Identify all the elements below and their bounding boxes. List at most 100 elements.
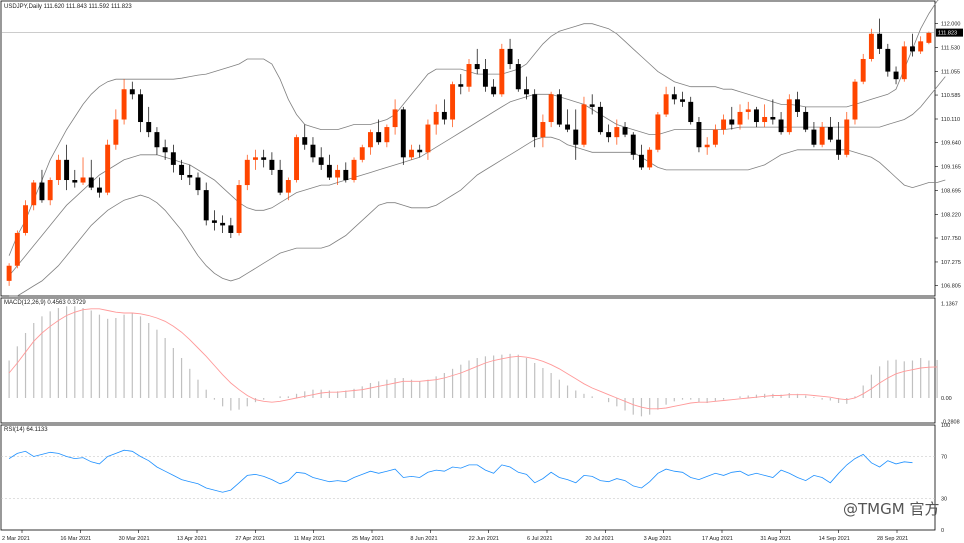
candle-body (573, 129, 579, 145)
candle-body (860, 58, 866, 82)
candle-body (302, 137, 308, 145)
candle-body (55, 159, 61, 181)
candle-body (680, 99, 685, 102)
candle-body (827, 127, 833, 140)
candle-body (844, 119, 850, 155)
candle-body (474, 64, 480, 70)
candle-body (704, 144, 710, 148)
candle-body (367, 132, 373, 148)
rsi-title: RSI(14) 64.1133 (4, 427, 48, 433)
rsi-pane-frame (0, 424, 936, 531)
price-tick-label: 108.695 (941, 188, 961, 194)
candle-body (778, 119, 784, 133)
time-tick-label: 11 May 2021 (294, 536, 325, 542)
candle-body (6, 265, 12, 281)
candle-body (589, 104, 595, 107)
rsi-tick-label: 30 (941, 497, 947, 503)
macd-pane: 1.1367 0.00 -0.2808 MACD(12,26,9) 0.4563 0.… (0, 297, 960, 425)
candle-body (786, 99, 792, 133)
candle-body (14, 232, 20, 266)
candle-body (548, 94, 554, 123)
candle-body (72, 180, 78, 183)
candle-body (663, 94, 669, 115)
candle-body (811, 129, 817, 145)
macd-title: MACD(12,26,9) 0.4563 0.3729 (4, 300, 86, 306)
candle-body (622, 127, 628, 135)
candle-body (532, 94, 538, 138)
time-tick-label: 16 Mar 2021 (60, 536, 91, 542)
candle-body (910, 46, 915, 52)
macd-axis: 1.1367 0.00 -0.2808 (941, 301, 960, 425)
candle-body (696, 122, 702, 148)
price-tick-label: 107.275 (941, 260, 961, 266)
current-price-label: 111.823 (938, 31, 957, 37)
candle-body (220, 222, 226, 226)
candle-body (162, 147, 168, 153)
macd-tick-label: 0.00 (941, 396, 952, 402)
macd-tick-label: 1.1367 (941, 301, 958, 307)
candle-body (244, 159, 250, 186)
candle-body (893, 71, 899, 80)
candle-body (721, 119, 727, 130)
candle-body (129, 89, 135, 95)
candle-body (499, 48, 505, 95)
candle-body (655, 114, 661, 150)
price-pane: 112.000 111.530 111.055 110.585 110.110 109.6… (0, 0, 963, 297)
candle-body (39, 182, 45, 201)
time-axis: 2 Mar 2021 16 Mar 2021 30 Mar 2021 13 Apr 2… (2, 530, 908, 542)
candle-body (729, 119, 735, 125)
candle-body (294, 137, 300, 181)
candle-body (524, 89, 529, 95)
candle-body (836, 139, 842, 155)
current-price-tag (936, 28, 963, 37)
candle-body (918, 41, 924, 52)
candle-body (606, 132, 612, 138)
price-tick-label: 107.750 (941, 236, 961, 242)
candle-body (482, 69, 488, 87)
candle-body (195, 177, 201, 191)
candle-body (647, 149, 653, 168)
candle-body (507, 48, 513, 65)
candle-body (203, 190, 209, 221)
time-tick-label: 13 Apr 2021 (177, 536, 207, 542)
candle-body (47, 180, 53, 201)
time-tick-label: 8 Jun 2021 (410, 536, 437, 542)
candle-body (343, 169, 349, 181)
candle-body (400, 109, 406, 158)
candle-body (23, 205, 28, 233)
bollinger-lower-line (9, 136, 946, 297)
rsi-tick-label: 100 (941, 423, 950, 429)
candle-body (392, 109, 398, 128)
candle-body (326, 164, 332, 178)
candle-body (269, 159, 275, 170)
rsi-axis: 100 70 30 0 (941, 423, 950, 534)
candle-body (417, 149, 423, 153)
price-axis: 112.000 111.530 111.055 110.585 110.110 109.6… (935, 22, 961, 290)
candle-body (737, 111, 743, 125)
candle-body (277, 169, 283, 193)
candle-body (179, 164, 185, 175)
candle-body (384, 127, 390, 143)
watermark: @TMGM 官方 (843, 500, 939, 518)
price-tick-label: 110.585 (941, 93, 960, 99)
candle-body (581, 104, 587, 145)
candle-body (409, 149, 414, 158)
candle-body (877, 33, 883, 49)
candle-body (228, 225, 234, 233)
candle-body (138, 94, 143, 123)
candle-body (335, 169, 341, 178)
time-tick-label: 30 Mar 2021 (119, 536, 150, 542)
rsi-pane: 100 70 30 0 RSI(14) 64.1133 (0, 423, 950, 534)
candle-body (64, 159, 70, 181)
macd-signal-line (8, 308, 938, 410)
candle-body (515, 64, 521, 90)
candle-body (351, 159, 357, 181)
price-tick-label: 112.000 (941, 22, 960, 28)
price-tick-label: 111.530 (941, 45, 960, 51)
time-tick-label: 20 Jul 2021 (585, 536, 613, 542)
candle-body (236, 185, 242, 233)
time-tick-label: 14 Sep 2021 (819, 536, 850, 542)
candle-body (565, 124, 571, 130)
candle-body (630, 134, 636, 155)
